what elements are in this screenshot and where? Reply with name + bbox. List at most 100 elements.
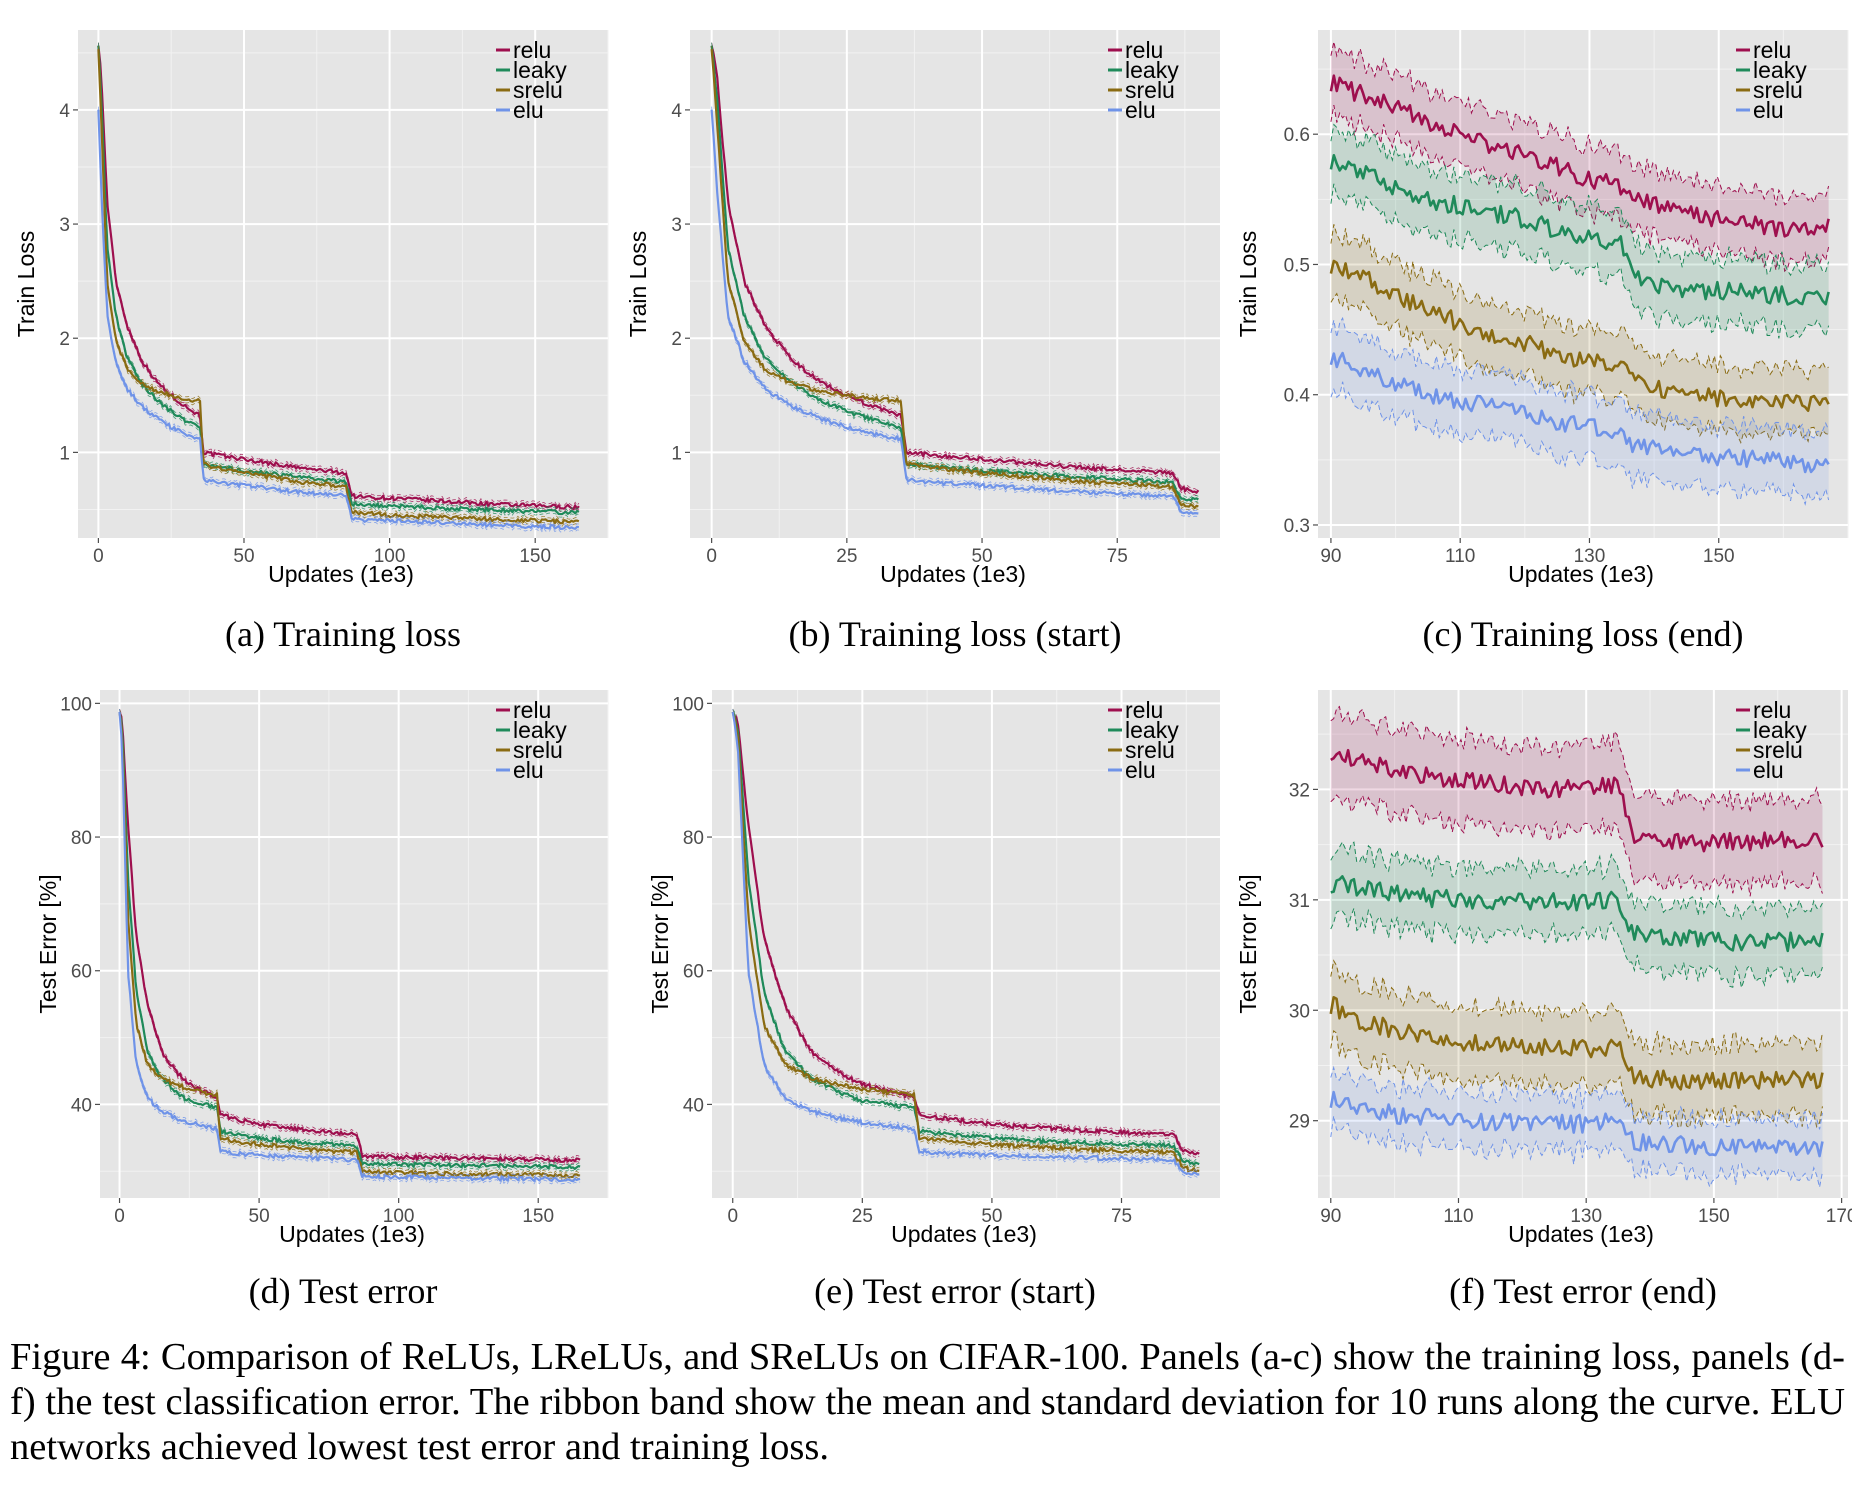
series-group bbox=[710, 42, 1200, 518]
series-group bbox=[731, 708, 1200, 1179]
y-tick-label: 100 bbox=[60, 694, 92, 715]
y-tick-label: 4 bbox=[59, 101, 70, 122]
x-tick-label: 100 bbox=[383, 1206, 415, 1227]
ribbon-upper-relu bbox=[1330, 705, 1823, 813]
x-tick-label: 110 bbox=[1445, 546, 1475, 567]
band-upper-elu bbox=[119, 708, 581, 1179]
band-lower-elu bbox=[732, 715, 1200, 1179]
series-line-leaky bbox=[1330, 875, 1824, 953]
y-axis-title: Train Loss bbox=[625, 231, 651, 338]
y-tick-label: 31 bbox=[1289, 891, 1310, 912]
series-line-srelu bbox=[731, 711, 1200, 1173]
ribbon-upper-srelu bbox=[1330, 959, 1823, 1057]
legend-label-srelu: srelu bbox=[1125, 77, 1175, 103]
band-upper-relu bbox=[711, 42, 1199, 491]
legend-label-elu: elu bbox=[513, 97, 544, 123]
x-tick-label: 150 bbox=[519, 546, 551, 567]
ribbon-lower-relu bbox=[1330, 104, 1830, 273]
band-upper-elu bbox=[732, 708, 1200, 1172]
ribbon-relu bbox=[1330, 706, 1823, 897]
x-tick-label: 100 bbox=[374, 546, 406, 567]
panel-subcaption: (d) Test error bbox=[249, 1271, 438, 1311]
ribbon-leaky bbox=[1330, 842, 1823, 988]
x-tick-label: 170 bbox=[1826, 1206, 1852, 1227]
band-upper-relu bbox=[732, 708, 1200, 1152]
ribbon-leaky bbox=[1330, 124, 1829, 339]
band-upper-srelu bbox=[711, 46, 1199, 506]
x-tick-label: 90 bbox=[1320, 1206, 1341, 1227]
ribbon-lower-elu bbox=[1330, 381, 1830, 506]
legend-label-srelu: srelu bbox=[513, 737, 563, 763]
band-upper-leaky bbox=[119, 708, 581, 1167]
series-line-elu bbox=[118, 711, 581, 1183]
x-tick-label: 25 bbox=[836, 546, 857, 567]
band-upper-leaky bbox=[711, 42, 1199, 499]
series-group bbox=[118, 708, 581, 1185]
plot-background bbox=[712, 690, 1220, 1198]
y-tick-label: 80 bbox=[683, 828, 704, 849]
x-tick-label: 25 bbox=[852, 1206, 873, 1227]
ribbon-upper-elu bbox=[1330, 1065, 1823, 1131]
plot-background bbox=[1318, 30, 1848, 538]
x-tick-label: 0 bbox=[114, 1206, 125, 1227]
series-line-leaky bbox=[118, 711, 581, 1170]
series-group bbox=[1329, 41, 1830, 506]
legend-label-elu: elu bbox=[1125, 757, 1156, 783]
ribbon-lower-srelu bbox=[1330, 292, 1829, 445]
ribbon-srelu bbox=[1330, 224, 1829, 443]
legend-label-relu: relu bbox=[1753, 697, 1791, 723]
y-tick-label: 60 bbox=[683, 962, 704, 983]
series-line-srelu bbox=[1329, 259, 1830, 413]
legend-label-relu: relu bbox=[1753, 37, 1791, 63]
series-line-relu bbox=[710, 45, 1200, 494]
y-tick-label: 1 bbox=[671, 443, 682, 464]
series-line-relu bbox=[1330, 748, 1824, 853]
series-line-relu bbox=[118, 711, 581, 1163]
x-tick-label: 50 bbox=[249, 1206, 270, 1227]
ribbon-elu bbox=[1330, 1067, 1823, 1188]
series-line-srelu bbox=[710, 49, 1199, 510]
legend-label-srelu: srelu bbox=[1125, 737, 1175, 763]
band-lower-relu bbox=[97, 48, 580, 513]
legend-label-elu: elu bbox=[1753, 757, 1784, 783]
y-tick-label: 3 bbox=[59, 215, 70, 236]
band-lower-srelu bbox=[732, 715, 1200, 1176]
ribbon-upper-srelu bbox=[1330, 224, 1829, 381]
legend-label-leaky: leaky bbox=[1125, 717, 1179, 743]
series-line-elu bbox=[710, 109, 1199, 515]
series-group bbox=[97, 42, 580, 533]
x-tick-label: 50 bbox=[971, 546, 992, 567]
x-tick-label: 90 bbox=[1320, 546, 1341, 567]
y-axis-title: Train Loss bbox=[1235, 231, 1261, 338]
x-axis-title: Updates (1e3) bbox=[1508, 1221, 1654, 1247]
y-tick-label: 2 bbox=[671, 329, 682, 350]
x-tick-label: 0 bbox=[706, 546, 717, 567]
series-line-relu bbox=[97, 45, 580, 511]
y-tick-label: 40 bbox=[71, 1095, 92, 1116]
legend-label-srelu: srelu bbox=[1753, 737, 1803, 763]
ribbon-upper-elu bbox=[1330, 316, 1830, 441]
ribbon-lower-relu bbox=[1330, 793, 1823, 897]
x-tick-label: 0 bbox=[93, 546, 104, 567]
x-axis-title: Updates (1e3) bbox=[1508, 561, 1654, 587]
legend-label-elu: elu bbox=[1125, 97, 1156, 123]
legend-label-elu: elu bbox=[513, 757, 544, 783]
band-upper-leaky bbox=[97, 42, 580, 512]
band-lower-elu bbox=[119, 715, 581, 1185]
band-lower-srelu bbox=[711, 52, 1199, 512]
legend-label-leaky: leaky bbox=[1753, 57, 1807, 83]
legend-label-elu: elu bbox=[1753, 97, 1784, 123]
y-axis-title: Test Error [%] bbox=[35, 874, 61, 1013]
x-axis-title: Updates (1e3) bbox=[891, 1221, 1037, 1247]
series-line-srelu bbox=[1329, 995, 1824, 1091]
legend-label-leaky: leaky bbox=[1125, 57, 1179, 83]
y-tick-label: 30 bbox=[1289, 1001, 1310, 1022]
panel-c: 90 110 130 150 0.3 0.4 0.5 0.6 reluleakysreluelu… bbox=[1235, 30, 1849, 654]
plot-background bbox=[100, 690, 608, 1198]
band-lower-elu bbox=[711, 112, 1199, 518]
x-tick-label: 130 bbox=[1570, 1206, 1602, 1227]
